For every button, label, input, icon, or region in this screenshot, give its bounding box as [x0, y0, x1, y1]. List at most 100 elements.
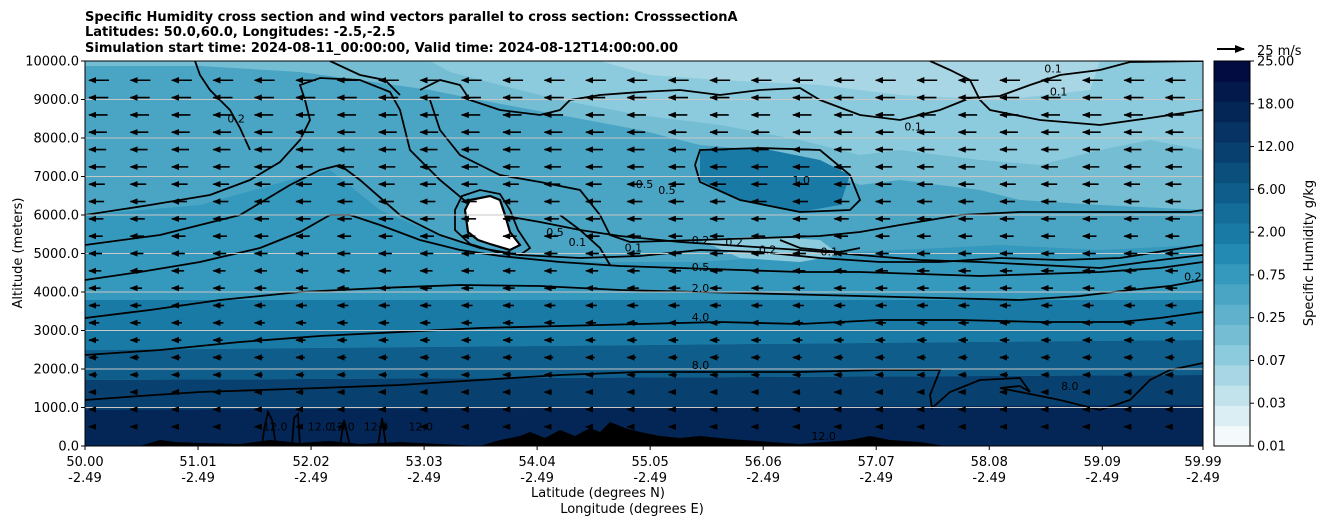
- colorbar-segment: [1214, 283, 1250, 305]
- x-tick-label-lat: 52.02: [292, 455, 329, 470]
- x-tick-label-lat: 50.00: [66, 455, 103, 470]
- contour-1.0-loop: [694, 147, 862, 213]
- y-tick-label: 0.0: [58, 440, 79, 455]
- x-tick-label-lon: -2.49: [294, 471, 328, 486]
- contour-label: 0.1: [904, 120, 922, 133]
- contour-label: 0.2: [759, 244, 777, 257]
- x-tick-label-lon: -2.49: [68, 471, 102, 486]
- contour-0.5: [85, 214, 1203, 281]
- colorbar-segment: [1214, 223, 1250, 244]
- y-tick-label: 10000.0: [25, 55, 79, 70]
- colorbar-segment: [1214, 81, 1250, 103]
- x-tick-label-lat: 54.04: [519, 455, 556, 470]
- colorbar-segment: [1214, 243, 1250, 265]
- y-tick-label: 4000.0: [34, 286, 80, 301]
- contour-label: 12.0: [811, 430, 836, 443]
- contour-label: 0.5: [636, 178, 654, 191]
- colorbar-tick-label: 18.00: [1257, 97, 1294, 112]
- y-tick-label: 1000.0: [34, 401, 80, 416]
- x-tick-label-lat: 55.05: [632, 455, 669, 470]
- x-axis-ticks: 50.00-2.4951.01-2.4952.02-2.4953.03-2.49…: [66, 446, 1222, 486]
- colorbar-segment: [1214, 324, 1250, 346]
- x-tick-label-lon: -2.49: [859, 471, 893, 486]
- quiver-key-label: 25 m/s: [1257, 44, 1302, 59]
- colorbar-segment: [1214, 121, 1250, 143]
- x-tick-label-lon: -2.49: [181, 471, 215, 486]
- contour-label: 0.5: [546, 226, 564, 239]
- chart-title-line-2: Latitudes: 50.0,60.0, Longitudes: -2.5,-…: [85, 25, 395, 40]
- wind-vectors: [88, 77, 1186, 430]
- contour-label: 0.1: [569, 236, 587, 249]
- contour-dry-core: [419, 61, 1203, 121]
- chart-title-line-1: Specific Humidity cross section and wind…: [85, 10, 738, 25]
- contour-label: 0.1: [1050, 86, 1068, 99]
- contour-label: 0.1: [625, 242, 643, 255]
- contour-label: 0.2: [1184, 270, 1202, 283]
- contour-0.5-upper: [85, 164, 1203, 263]
- contour-label: 0.1: [820, 245, 838, 258]
- contour-label: 1.0: [792, 174, 810, 187]
- contour-label: 4.0: [692, 311, 710, 324]
- x-tick-label-lon: -2.49: [746, 471, 780, 486]
- colorbar-segment: [1214, 162, 1250, 184]
- x-tick-label-lon: -2.49: [407, 471, 441, 486]
- colorbar-ticks: 0.01 0.03 0.07 0.25 0.75 2.00 6.00 12.00 18.00 25…: [1250, 55, 1294, 455]
- contour-4: [85, 311, 1203, 356]
- y-tick-label: 5000.0: [34, 247, 80, 262]
- colorbar-tick-label: 25.00: [1257, 55, 1294, 70]
- colorbar: [1214, 61, 1250, 447]
- contour-label: 0.2: [227, 113, 245, 126]
- y-tick-label: 3000.0: [34, 324, 80, 339]
- chart-title-line-3: Simulation start time: 2024-08-11_00:00:…: [85, 41, 678, 56]
- colorbar-frame: [1213, 60, 1251, 447]
- contour-label: 12.0: [330, 421, 355, 434]
- x-tick-label-lat: 53.03: [405, 455, 442, 470]
- x-tick-label-lat: 59.99: [1184, 455, 1221, 470]
- plot-area: 0.1 0.1 0.1 0.2 1.0 0.5 0.5 0.5 0.1 0.1 0.2 0.2 0.2 0…: [85, 61, 1203, 446]
- contour-label: 0.2: [692, 234, 710, 247]
- colorbar-segment: [1214, 385, 1250, 406]
- y-tick-label: 7000.0: [34, 170, 80, 185]
- contour-labels: 0.1 0.1 0.1 0.2 1.0 0.5 0.5 0.5 0.1 0.1 0.2 0.2 0.2 0…: [227, 63, 1201, 444]
- colorbar-tick-label: 6.00: [1257, 183, 1286, 198]
- colorbar-segment: [1214, 344, 1250, 366]
- colorbar-label: Specific Humidity g/kg: [1302, 180, 1317, 326]
- colorbar-tick-label: 0.07: [1257, 354, 1286, 369]
- humidity-band-lower: [85, 170, 1203, 300]
- dry-bubble-ring: [454, 189, 532, 256]
- contour-0.1-right: [929, 61, 1203, 126]
- x-tick-label-lon: -2.49: [1186, 471, 1220, 486]
- humidity-core-moist: [700, 148, 850, 212]
- contour-label: 12.0: [364, 421, 389, 434]
- humidity-pocket-dry-low: [700, 236, 840, 262]
- contour-12: [261, 409, 801, 446]
- colorbar-segment: [1214, 61, 1250, 82]
- colorbar-tick-label: 0.25: [1257, 311, 1286, 326]
- contour-label: 8.0: [692, 359, 710, 372]
- colorbar-tick-label: 12.00: [1257, 140, 1294, 155]
- colorbar-segment: [1214, 142, 1250, 163]
- colorbar-segment: [1214, 263, 1250, 285]
- colorbar-tick-label: 2.00: [1257, 226, 1286, 241]
- colorbar-segment: [1214, 182, 1250, 204]
- contour-label: 12.0: [308, 421, 333, 434]
- x-tick-label-lon: -2.49: [633, 471, 667, 486]
- x-axis-label-2: Longitude (degrees E): [560, 502, 704, 517]
- y-axis-ticks: 0.0 1000.0 2000.0 3000.0 4000.0 5000.0 6000.0 7…: [25, 55, 85, 455]
- colorbar-tick-label: 0.75: [1257, 268, 1286, 283]
- colorbar-segment: [1214, 364, 1250, 386]
- x-tick-label-lon: -2.49: [1085, 471, 1119, 486]
- contour-label: 2.0: [692, 282, 710, 295]
- colorbar-segment: [1214, 101, 1250, 123]
- x-tick-label-lat: 51.01: [179, 455, 216, 470]
- colorbar-segment: [1214, 425, 1250, 447]
- contour-label: 12.0: [408, 421, 433, 434]
- colorbar-tick-label: 0.01: [1257, 440, 1286, 455]
- contour-label: 0.2: [725, 236, 743, 249]
- contour-label: 0.1: [1044, 63, 1062, 76]
- y-axis-label: Altitude (meters): [11, 198, 26, 309]
- grid-lines: [85, 99, 1203, 408]
- contour-0.2-left: [85, 77, 1203, 269]
- contour-label: 12.0: [263, 421, 288, 434]
